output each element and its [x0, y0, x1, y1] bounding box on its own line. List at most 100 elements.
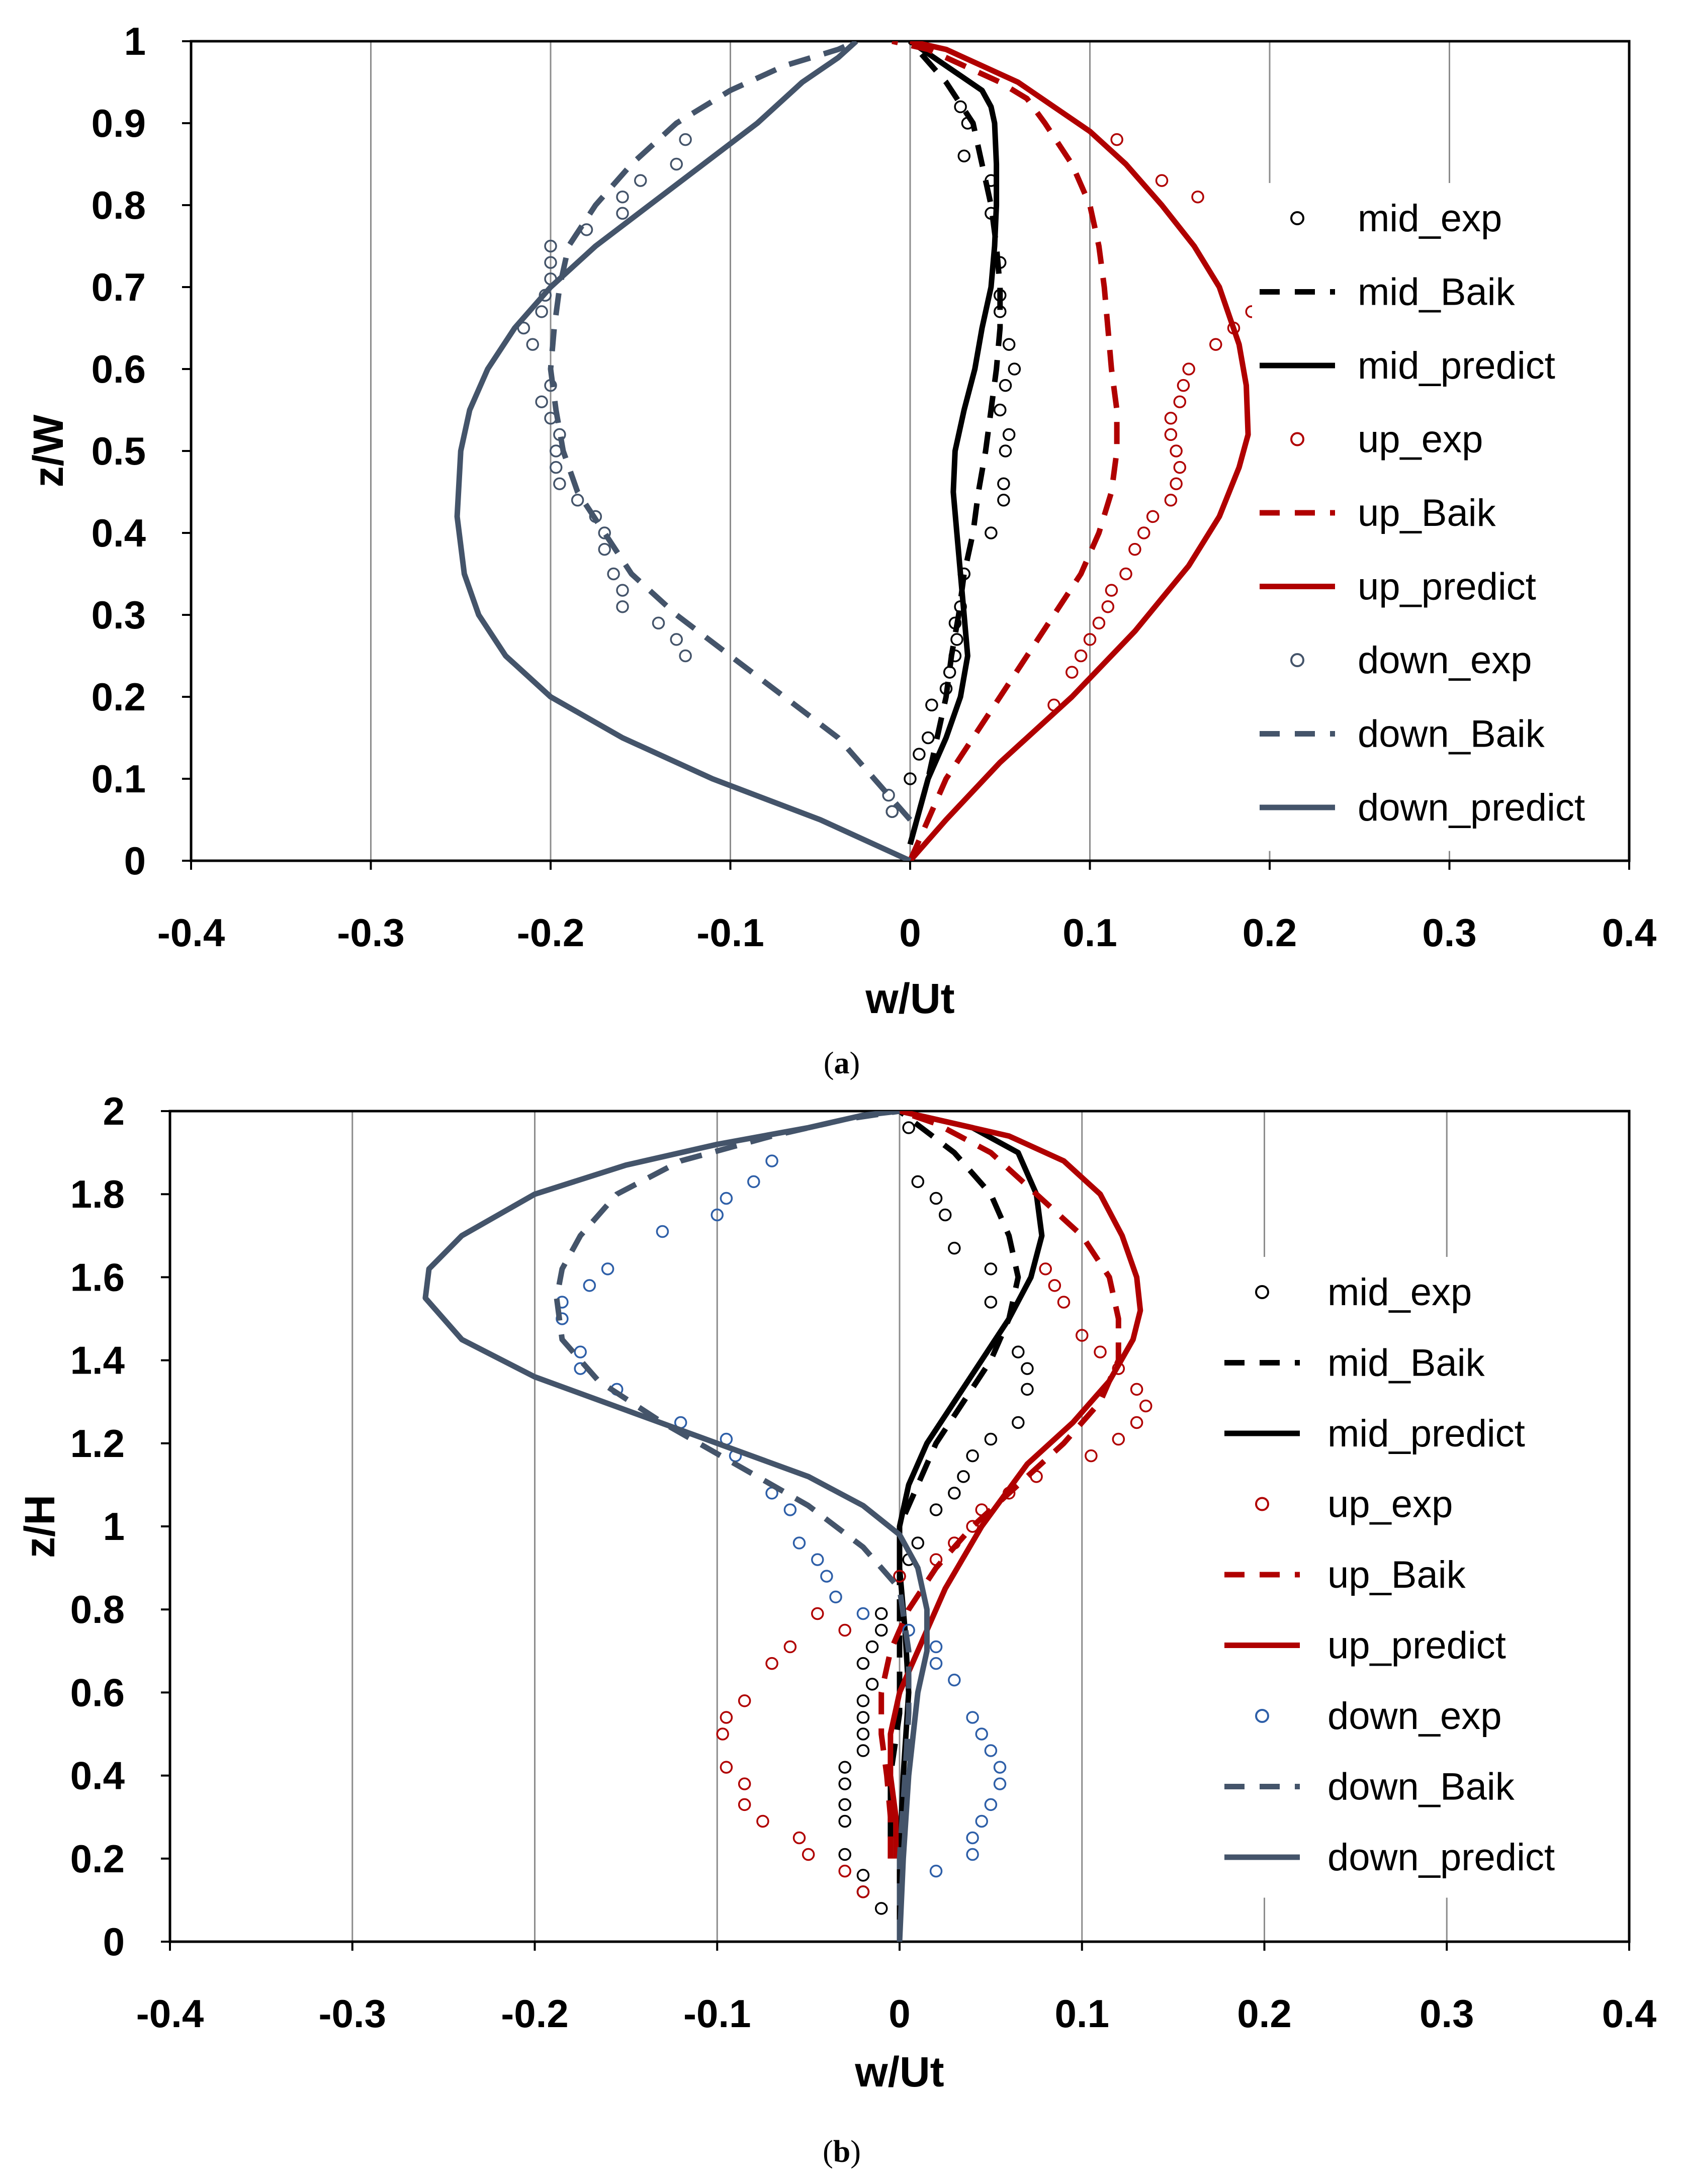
down_exp-point [616, 190, 629, 204]
y-tick-label: 0 [103, 1920, 125, 1964]
down_exp-point [929, 1640, 943, 1654]
up_exp-point [1164, 428, 1178, 441]
down_exp-point [948, 1673, 961, 1687]
down_exp-point [607, 567, 620, 581]
down_exp-point [885, 805, 899, 818]
legend-label: up_predict [1358, 566, 1536, 608]
mid_exp-point [957, 1470, 970, 1483]
x-tick-label: 0.1 [1062, 911, 1117, 955]
up_exp-point [738, 1777, 751, 1790]
chart-panel-b: -0.4 -0.3 -0.2 -0.1 0 0.1 0.2 0.3 0.4 0 0.2 0.4 0.6 0… [16, 1089, 1656, 2169]
caption-open: ( [823, 2135, 833, 2169]
legend-marker [1290, 432, 1304, 446]
legend-label: down_exp [1327, 1695, 1502, 1738]
down_exp-point [929, 1864, 943, 1878]
mid_exp-point [838, 1798, 851, 1811]
mid_exp-point [999, 444, 1012, 458]
mid_exp-point [913, 748, 926, 761]
up_exp-point [1110, 133, 1123, 146]
up_exp-point [738, 1798, 751, 1811]
y-tick-label: 0.8 [70, 1587, 125, 1631]
legend-label: down_Baik [1327, 1766, 1515, 1808]
legend-label: mid_predict [1327, 1412, 1525, 1455]
down_exp-point [966, 1831, 979, 1845]
down_exp-point [792, 1536, 806, 1550]
y-tick-label: 0.5 [92, 429, 146, 473]
x-tick-label: 0.3 [1420, 1991, 1474, 2036]
x-tick-label: -0.4 [136, 1991, 204, 2036]
mid_exp-point [1012, 1345, 1025, 1358]
x-axis-title: w/Ut [865, 975, 954, 1022]
mid_exp-point [1002, 428, 1016, 441]
mid_exp-point [1002, 338, 1016, 351]
mid_exp-point [966, 1449, 979, 1463]
down_exp-point [544, 256, 557, 269]
caption-close: ) [850, 2135, 861, 2169]
down_exp-point [993, 1777, 1007, 1790]
x-tick-label: -0.2 [517, 911, 584, 955]
down_exp-point [616, 584, 629, 597]
y-axis-title: z/W [25, 414, 72, 487]
down_exp-point [811, 1553, 824, 1566]
mid_Baik-line [888, 1111, 1021, 1838]
down_exp-point [652, 616, 665, 630]
up_exp-point [1130, 1383, 1143, 1396]
y-tick-label: 0.9 [92, 101, 146, 145]
up_exp-point [756, 1814, 769, 1828]
legend-label: down_Baik [1358, 713, 1545, 756]
x-tick-label: 0.4 [1602, 1991, 1656, 2036]
up_exp-point [811, 1607, 824, 1620]
down_exp-point [975, 1814, 988, 1828]
mid_exp-point [922, 731, 935, 745]
up_exp-point [966, 1520, 979, 1533]
x-tick-label: -0.4 [157, 911, 225, 955]
legend-label: up_exp [1358, 418, 1483, 461]
up_predict-line [908, 41, 1251, 861]
y-tick-label: 0.3 [92, 593, 146, 637]
caption-close: ) [850, 1046, 860, 1080]
legend-label: mid_Baik [1358, 271, 1516, 314]
mid_exp-point [874, 1902, 888, 1915]
up_exp-point [1057, 1296, 1071, 1309]
legend-marker [1255, 1285, 1269, 1299]
up_exp-point [856, 1885, 870, 1898]
y-tick-label: 0.6 [92, 347, 146, 391]
mid_exp-point [838, 1814, 851, 1828]
up_exp-point [765, 1657, 778, 1670]
mid_exp-point [957, 149, 970, 162]
y-tick-label: 1.4 [70, 1338, 125, 1383]
caption-letter: b [833, 2135, 850, 2169]
up_exp-point [838, 1623, 851, 1637]
legend-label: mid_predict [1358, 344, 1555, 387]
y-tick-label: 1.2 [70, 1421, 125, 1466]
mid_exp-point [997, 477, 1010, 490]
y-tick-label: 0.2 [70, 1837, 125, 1881]
down_exp-point [670, 633, 683, 646]
up_exp-point [1182, 362, 1195, 376]
x-tick-label: -0.3 [337, 911, 404, 955]
x-tick-label: -0.1 [696, 911, 764, 955]
legend-marker [1290, 211, 1304, 225]
down_exp-point [526, 338, 539, 351]
legend-label: down_predict [1327, 1836, 1555, 1879]
down_exp-point [975, 1727, 988, 1741]
down_exp-point [856, 1607, 870, 1620]
chart-panel-a: -0.4 -0.3 -0.2 -0.1 0 0.1 0.2 0.3 0.4 0 0.1 0.2 0.3 0… [25, 19, 1656, 1080]
legend-label: up_Baik [1327, 1554, 1466, 1596]
mid_exp-point [1021, 1383, 1034, 1396]
x-tick-label: 0.3 [1422, 911, 1476, 955]
down_exp-point [679, 133, 692, 146]
figure-caption: (b) [823, 2135, 861, 2169]
down_exp-point [984, 1744, 998, 1757]
down_exp-point [574, 1345, 587, 1358]
down_predict-line [454, 41, 912, 861]
mid_exp-point [865, 1678, 879, 1691]
down_exp-point [583, 1279, 596, 1292]
y-tick-label: 0.6 [70, 1670, 125, 1714]
down_exp-point [549, 461, 563, 474]
up_exp-point [1155, 174, 1169, 187]
x-tick-label: 0 [889, 1991, 910, 2036]
down_exp-point [679, 649, 692, 663]
up_exp-point [720, 1711, 733, 1724]
